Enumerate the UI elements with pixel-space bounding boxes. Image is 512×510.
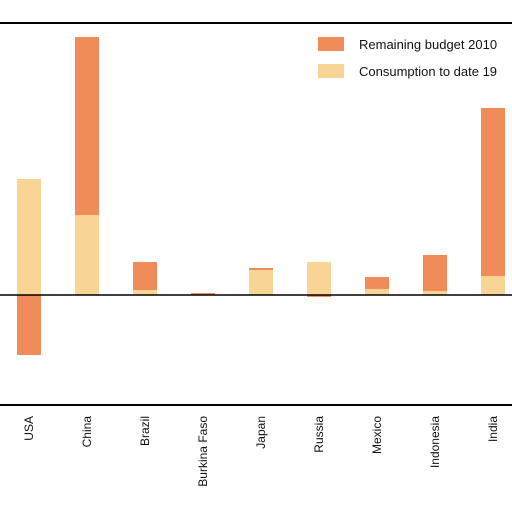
bar-russia-remaining-budget [307, 295, 331, 297]
bar-japan-consumption [249, 270, 273, 295]
legend: Remaining budget 2010 Consumption to dat… [318, 37, 497, 79]
bar-indonesia-remaining-budget [423, 255, 447, 291]
bar-burkina-faso-remaining-budget [191, 293, 215, 295]
x-tick-label-russia: Russia [312, 416, 326, 453]
bar-japan-remaining-budget [249, 268, 273, 270]
legend-swatch-consumption [318, 64, 344, 78]
x-tick-label-indonesia: Indonesia [428, 416, 442, 468]
bar-brazil-remaining-budget [133, 262, 157, 290]
bar-china-remaining-budget [75, 37, 99, 215]
legend-label-remaining-budget: Remaining budget 2010 [359, 37, 497, 52]
x-tick-label-mexico: Mexico [370, 416, 384, 454]
x-tick-label-india: India [486, 416, 500, 442]
bar-mexico-consumption [365, 289, 389, 295]
legend-label-consumption: Consumption to date 19 [359, 64, 497, 79]
x-tick-label-china: China [80, 416, 94, 448]
bar-indonesia-consumption [423, 291, 447, 295]
bar-brazil-consumption [133, 290, 157, 295]
x-tick-label-brazil: Brazil [138, 416, 152, 446]
bar-russia-consumption [307, 262, 331, 295]
bar-india-remaining-budget [481, 108, 505, 276]
bar-usa-consumption [17, 179, 41, 295]
bar-india-consumption [481, 276, 505, 295]
x-tick-label-burkina-faso: Burkina Faso [196, 416, 210, 487]
bar-usa-remaining-budget [17, 295, 41, 355]
bars-group [17, 37, 505, 355]
x-tick-labels: USA China Brazil Burkina Faso Japan Russia Mex… [22, 416, 500, 487]
bar-mexico-remaining-budget [365, 277, 389, 289]
x-tick-label-usa: USA [22, 416, 36, 441]
x-tick-label-japan: Japan [254, 416, 268, 449]
legend-swatch-remaining-budget [318, 37, 344, 51]
bar-china-consumption [75, 215, 99, 295]
